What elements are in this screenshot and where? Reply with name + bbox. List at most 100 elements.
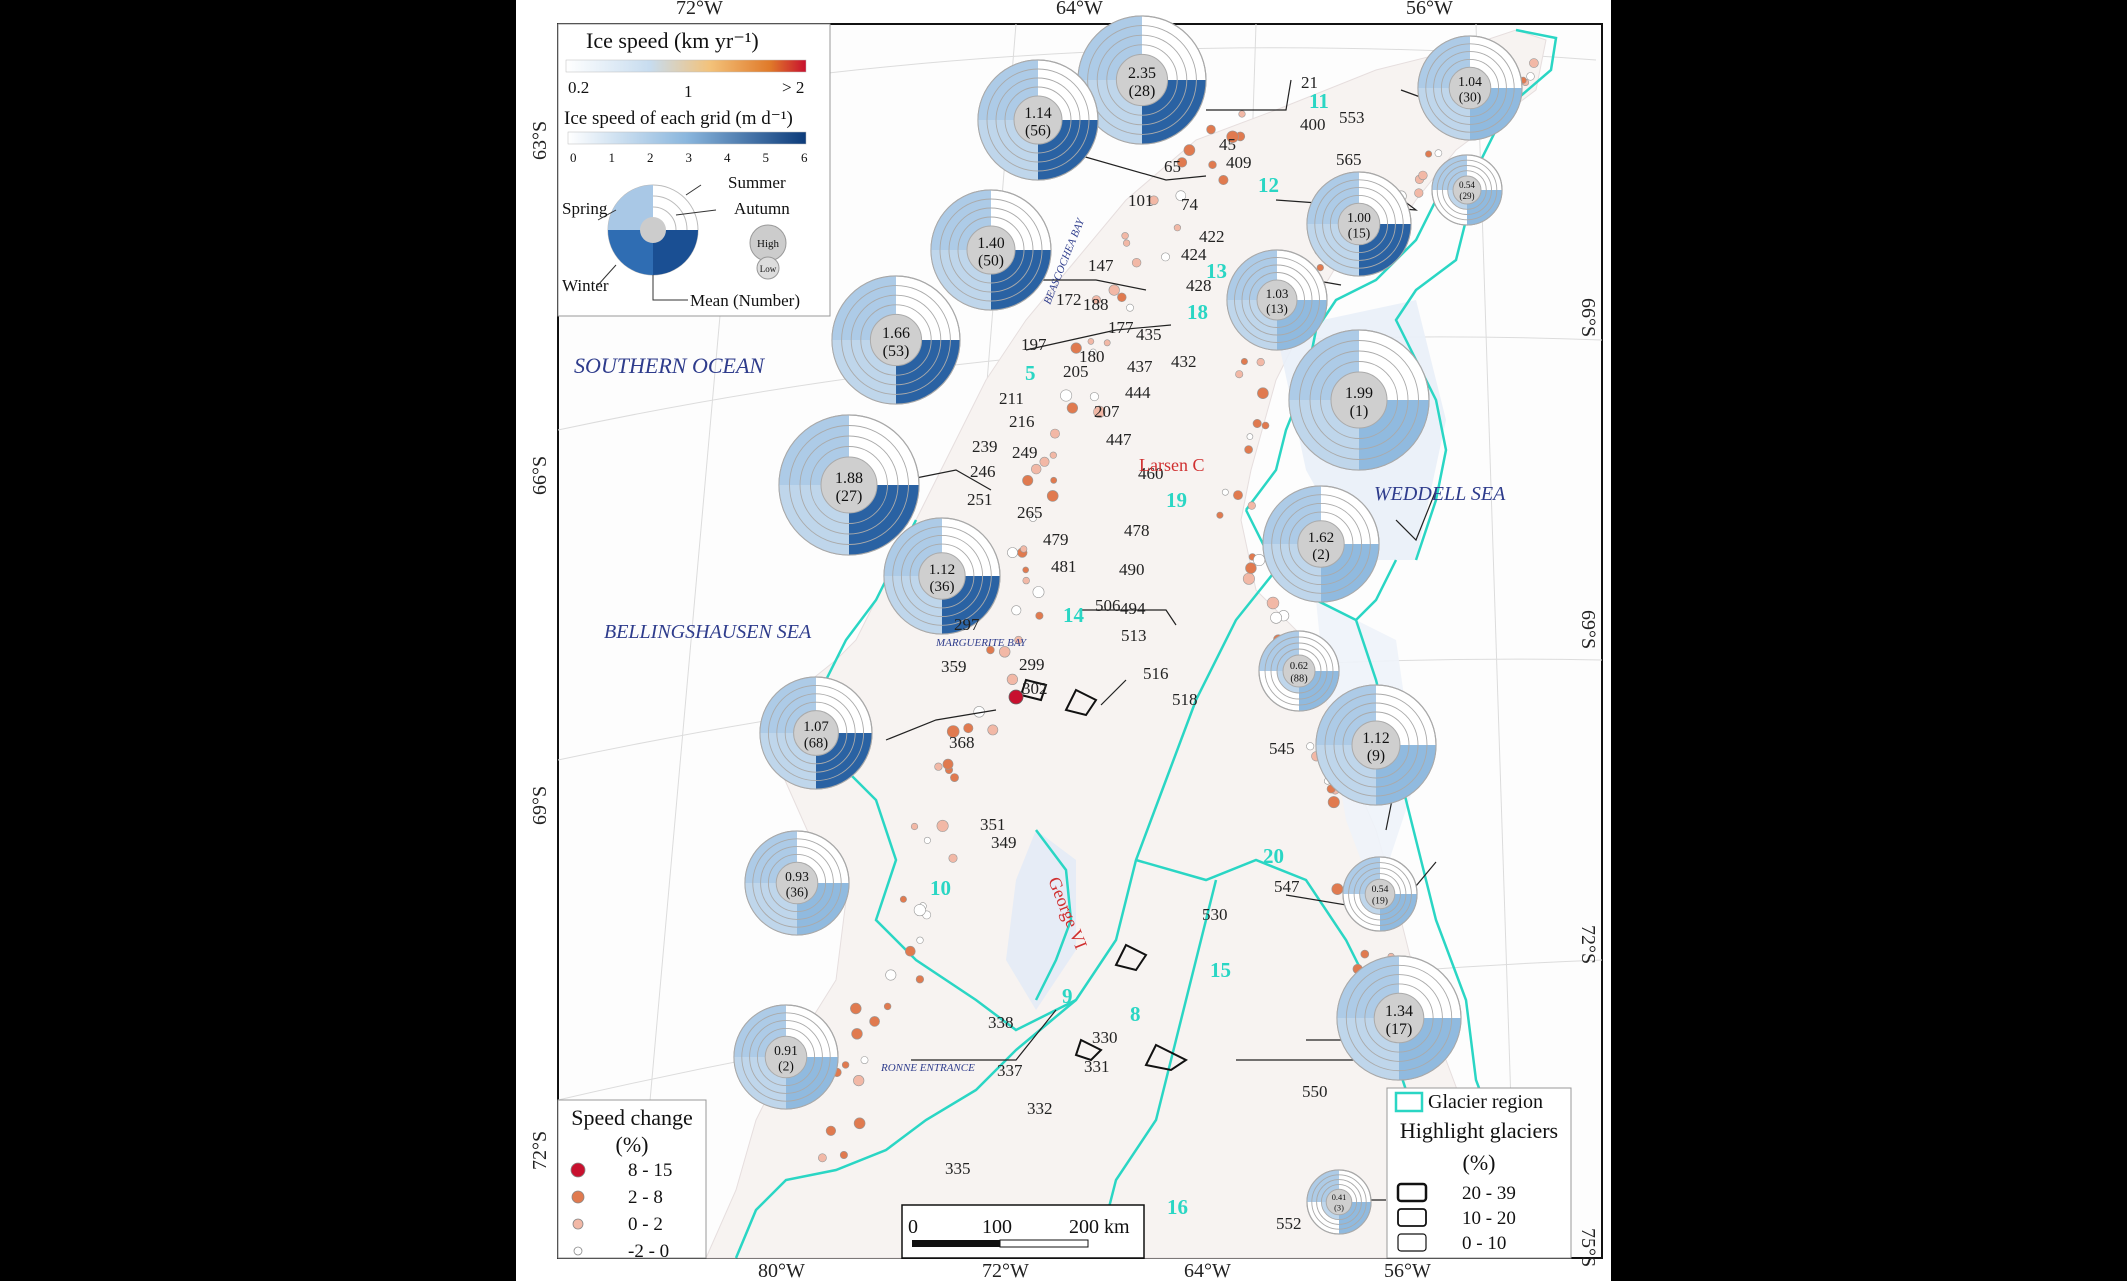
glacier-dot [916, 936, 924, 944]
legend-glacier-region: Glacier region Highlight glaciers (%) 20… [1386, 1087, 1572, 1259]
pie-count: (50) [978, 253, 1004, 270]
scale-label-200: 200 km [1069, 1216, 1130, 1238]
glacier-dot [1240, 357, 1248, 365]
glacier-dot [1256, 358, 1265, 367]
coord-right-75s: 75°S [1577, 1228, 1599, 1267]
pie-count: (27) [836, 488, 863, 505]
glacier-number: 437 [1127, 357, 1153, 376]
region-label: 16 [1167, 1195, 1188, 1219]
glacier-dot [1245, 562, 1257, 574]
season-pie: 0.91(2) [733, 1004, 839, 1110]
season-pie: 1.14(56) [977, 59, 1099, 181]
highlight-glacier-outlines [1019, 678, 1188, 1072]
glacier-dot [936, 819, 949, 832]
glacier-dot [1014, 635, 1023, 645]
glacier-dot [986, 645, 995, 655]
pie-mean: 1.14 [1024, 105, 1051, 122]
season-pie: 1.12(36) [883, 517, 1001, 635]
change-class-label: 2 - 8 [628, 1187, 663, 1208]
glacier-dot [1218, 175, 1229, 186]
glacier-number: 239 [972, 437, 998, 456]
pie-count: (1) [1350, 403, 1369, 420]
pie-mean: 1.12 [929, 562, 955, 578]
sea-label-bellingshausen: BELLINGSHAUSEN SEA [604, 621, 812, 643]
pie-count: (13) [1266, 301, 1288, 316]
coord-bottom-56w: 56°W [1384, 1260, 1431, 1281]
change-class-label: -2 - 0 [628, 1241, 669, 1262]
glacier-number: 349 [991, 833, 1017, 852]
glacier-dot [948, 853, 958, 863]
glacier-number: 297 [954, 615, 980, 634]
pie-count: (56) [1025, 123, 1051, 140]
glacier-number: 45 [1219, 135, 1236, 154]
glacier-dot [1161, 252, 1170, 262]
pie-count: (68) [804, 736, 828, 752]
glacier-number: 481 [1051, 557, 1077, 576]
glacier-dot [1049, 451, 1057, 459]
glacier-dot [950, 773, 959, 782]
glacier-dot [1266, 596, 1280, 610]
season-pie: 1.00(15) [1306, 171, 1412, 277]
glacier-number: 479 [1043, 530, 1069, 549]
glacier-number: 359 [941, 657, 967, 676]
glacier-dot [885, 969, 897, 981]
coord-left-69s: 69°S [529, 786, 551, 825]
glacier-dot [1103, 339, 1111, 347]
glacier-number: 545 [1269, 739, 1295, 758]
coord-right-72s: 72°S [1577, 925, 1599, 964]
glacier-dot [869, 1016, 880, 1027]
highlight-class-label: 20 - 39 [1462, 1183, 1516, 1204]
glacier-number: 478 [1124, 521, 1150, 540]
grid-tick-label: 2 [647, 150, 654, 165]
glacier-number: 553 [1339, 108, 1365, 127]
glacier-dot [1022, 474, 1034, 486]
season-pie: 0.54(29) [1431, 154, 1503, 226]
glacier-dot [1148, 195, 1159, 206]
pie-mean: 0.93 [785, 869, 809, 884]
glacier-dot [841, 1061, 850, 1069]
glacier-number: 65 [1164, 157, 1181, 176]
glacier-dot [1087, 338, 1095, 345]
pie-mean: 1.88 [835, 470, 863, 487]
glacier-dot [1066, 402, 1079, 414]
glacier-number: 216 [1009, 412, 1035, 431]
pie-mean: 0.62 [1290, 661, 1308, 672]
highlight-class-label: 0 - 10 [1462, 1233, 1506, 1254]
pie-mean: 1.00 [1347, 210, 1371, 225]
region-label: 5 [1025, 361, 1036, 385]
glacier-number: 351 [980, 815, 1006, 834]
glacier-dot [1233, 490, 1243, 500]
change-legend-title: Speed change [571, 1105, 693, 1130]
glacier-number: 330 [1092, 1028, 1118, 1047]
glacier-dot [1327, 796, 1340, 809]
glacier-number: 249 [1012, 443, 1038, 462]
coord-left-72s: 72°S [529, 1131, 551, 1170]
sea-label-weddell: WEDDELL SEA [1374, 483, 1506, 505]
glacier-dot [1425, 150, 1433, 158]
glacier-dot [1246, 433, 1254, 440]
glacier-number: 547 [1274, 877, 1300, 896]
glacier-number: 409 [1226, 153, 1252, 172]
glacier-dot [1126, 303, 1134, 312]
glacier-dot [1070, 342, 1082, 354]
glacier-dot [1331, 883, 1344, 895]
glacier-dot [850, 1002, 862, 1015]
season-pie: 1.07(68) [759, 676, 873, 790]
glacier-dot [1238, 110, 1246, 118]
season-autumn-label: Autumn [734, 199, 790, 218]
glacier-dot [853, 1117, 866, 1130]
season-pie: 0.41(3) [1306, 1169, 1372, 1235]
season-schematic [597, 184, 787, 301]
change-class-dot [573, 1246, 583, 1256]
region-label: 19 [1166, 488, 1187, 512]
season-winter-label: Winter [562, 276, 609, 295]
pie-count: (30) [1459, 90, 1482, 106]
pie-count: (2) [778, 1059, 794, 1075]
region-label: 9 [1062, 984, 1073, 1008]
glacier-dot [1242, 572, 1255, 585]
glacier-dot [1032, 586, 1045, 598]
grid-tick-label: 6 [801, 150, 808, 165]
pie-mean: 1.03 [1266, 286, 1289, 301]
season-pie: 1.88(27) [778, 414, 920, 556]
region-label: 8 [1130, 1002, 1141, 1026]
